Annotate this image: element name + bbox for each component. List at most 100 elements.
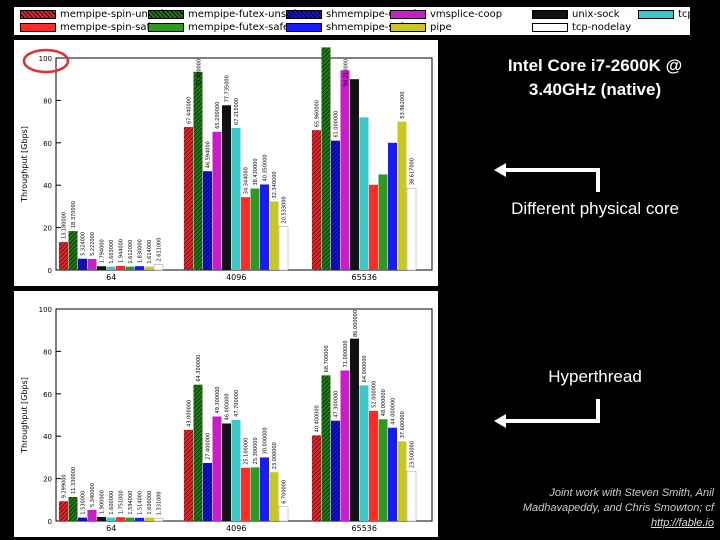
slide-title: Intel Core i7-2600K @ 3.40GHz (native) — [507, 56, 683, 99]
data-label: 47.700000 — [234, 390, 240, 417]
data-label: 9.299000 — [62, 474, 68, 498]
legend-label: pipe — [430, 22, 452, 33]
physical-core-label: Different physical core — [511, 199, 679, 218]
legend-label: tcp — [678, 9, 694, 20]
legend-swatch — [638, 10, 674, 19]
data-label: 1.514000 — [138, 491, 144, 515]
bar — [340, 370, 350, 521]
data-label: 25.300000 — [253, 437, 259, 464]
data-label: 34.344000 — [244, 167, 250, 194]
data-label: 5.324000 — [81, 232, 87, 256]
legend-item: pipe — [390, 21, 452, 34]
bar — [116, 517, 125, 521]
legend-label: mempipe-spin-safe — [60, 22, 157, 33]
y-tick-label: 20 — [43, 225, 52, 233]
bar — [359, 385, 369, 521]
arrow-hyperthread-icon — [494, 399, 600, 428]
legend-item: mempipe-spin-unsafe — [20, 8, 169, 21]
bar — [184, 429, 193, 521]
data-label: 20.533000 — [282, 196, 288, 223]
arrow-physical-icon — [494, 163, 600, 192]
bar — [106, 517, 116, 521]
legend-item: mempipe-spin-safe — [20, 21, 156, 34]
data-label: 61.000000 — [334, 111, 340, 138]
bar — [135, 517, 144, 521]
data-label: 30.000000 — [263, 427, 269, 454]
legend-label: shmempipe-unsafe — [326, 9, 423, 20]
bar — [269, 472, 279, 521]
data-label: 1.603000 — [109, 240, 115, 264]
bar — [59, 242, 68, 270]
bar — [241, 467, 250, 521]
data-label: 1.530000 — [81, 491, 87, 515]
data-label: 1.830000 — [138, 239, 144, 263]
bar — [231, 127, 241, 271]
bar — [397, 441, 407, 521]
bar — [78, 517, 87, 521]
bar — [87, 509, 97, 521]
bar — [87, 258, 97, 270]
highlight-circle — [22, 48, 70, 74]
bar — [250, 188, 260, 270]
data-label: 1.600000 — [109, 491, 115, 515]
chart-physical-core: 0 20 40 60 80 100 Throughput [Gbps] 13.180000 18… — [14, 40, 438, 286]
legend-swatch — [20, 10, 56, 19]
y-tick-label: 60 — [43, 140, 52, 148]
credit-note: Joint work with Steven Smith, Anil Madha… — [470, 486, 714, 531]
bar — [359, 117, 369, 270]
legend-item: tcp-nodelay — [532, 21, 631, 34]
data-label: 1.900000 — [100, 490, 106, 514]
legend-label: tcp-nodelay — [572, 22, 632, 33]
data-label: 53.962000 — [400, 92, 406, 119]
bar — [222, 105, 231, 270]
bar — [321, 375, 331, 521]
bar — [97, 516, 106, 521]
legend-label: mempipe-futex-safe — [188, 22, 290, 33]
y-tick-label: 60 — [43, 391, 52, 399]
y-tick-label: 80 — [43, 97, 52, 105]
legend-swatch — [532, 10, 568, 19]
credit-text: Joint work with Steven Smith, Anil Madha… — [522, 487, 714, 514]
chart-hyperthread: 0 20 40 60 80 100 Throughput [Gbps] 9.299000 11.… — [14, 291, 438, 537]
bar — [106, 266, 116, 270]
data-label: 65.200000 — [215, 102, 221, 129]
data-label: 18.370000 — [71, 201, 77, 228]
bar — [269, 201, 279, 270]
legend-item: mempipe-futex-safe — [148, 21, 289, 34]
bar — [260, 184, 269, 270]
data-label: 38.430000 — [253, 158, 259, 185]
bar — [125, 266, 135, 270]
legend-label: vmsplice-coop — [430, 9, 503, 20]
data-label: 40.400000 — [315, 405, 321, 432]
data-label: 67.440000 — [187, 97, 193, 124]
credit-link[interactable]: http://fable.io — [651, 517, 714, 529]
bar — [278, 226, 289, 271]
data-label: 71.000000 — [343, 340, 349, 367]
category-label: 4096 — [226, 273, 246, 282]
data-label: 38.617000 — [410, 158, 416, 185]
legend-label: mempipe-futex-unsafe — [188, 9, 302, 20]
y-tick-label: 40 — [43, 433, 52, 441]
data-label: 1.612000 — [128, 240, 134, 264]
data-label: 1.794000 — [100, 239, 106, 263]
data-label: 44.000000 — [391, 398, 397, 425]
data-label: 40.350000 — [263, 154, 269, 181]
legend-swatch — [532, 23, 568, 32]
bar — [340, 70, 350, 271]
bar — [222, 423, 231, 521]
legend-item: tcp — [638, 8, 694, 21]
y-tick-label: 20 — [43, 476, 52, 484]
bar — [369, 410, 378, 521]
legend-item: shmempipe-unsafe — [286, 8, 422, 21]
bar — [231, 419, 241, 521]
y-tick-label: 100 — [39, 55, 52, 63]
legend-swatch — [148, 10, 184, 19]
legend-item: shmempipe-safe — [286, 21, 409, 34]
data-label: 5.222000 — [90, 232, 96, 256]
data-label: 52.000000 — [372, 381, 378, 408]
legend-swatch — [390, 23, 426, 32]
bar — [116, 265, 125, 270]
data-label: 43.000000 — [187, 400, 193, 427]
hyperthread-label: Hyperthread — [548, 367, 642, 386]
data-label: 93.400000 — [196, 59, 202, 86]
